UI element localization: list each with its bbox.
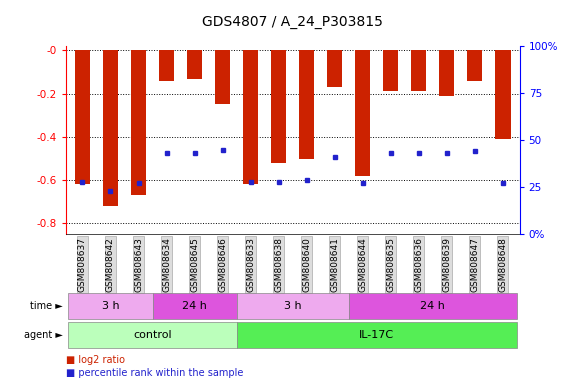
Bar: [411, 50, 427, 91]
Bar: [299, 50, 315, 159]
Bar: [236, 293, 349, 319]
Bar: [69, 293, 152, 319]
Bar: [271, 50, 286, 163]
Text: 3 h: 3 h: [102, 301, 119, 311]
Bar: [495, 50, 510, 139]
Text: control: control: [133, 330, 172, 340]
Bar: [75, 50, 90, 184]
Text: ■ percentile rank within the sample: ■ percentile rank within the sample: [66, 368, 243, 378]
Text: ■ log2 ratio: ■ log2 ratio: [66, 355, 124, 365]
Bar: [439, 50, 455, 96]
Text: IL-17C: IL-17C: [359, 330, 394, 340]
Bar: [103, 50, 118, 206]
Bar: [467, 50, 482, 81]
Bar: [383, 50, 399, 91]
Text: 3 h: 3 h: [284, 301, 301, 311]
Bar: [159, 50, 174, 81]
Text: agent ►: agent ►: [24, 330, 63, 340]
Bar: [187, 50, 202, 78]
Bar: [349, 293, 517, 319]
Bar: [355, 50, 371, 176]
Text: GDS4807 / A_24_P303815: GDS4807 / A_24_P303815: [202, 15, 383, 29]
Bar: [152, 293, 236, 319]
Text: time ►: time ►: [30, 301, 63, 311]
Bar: [131, 50, 146, 195]
Bar: [327, 50, 343, 87]
Bar: [236, 322, 517, 348]
Text: 24 h: 24 h: [182, 301, 207, 311]
Bar: [69, 322, 236, 348]
Text: 24 h: 24 h: [420, 301, 445, 311]
Bar: [243, 50, 258, 184]
Bar: [215, 50, 230, 104]
